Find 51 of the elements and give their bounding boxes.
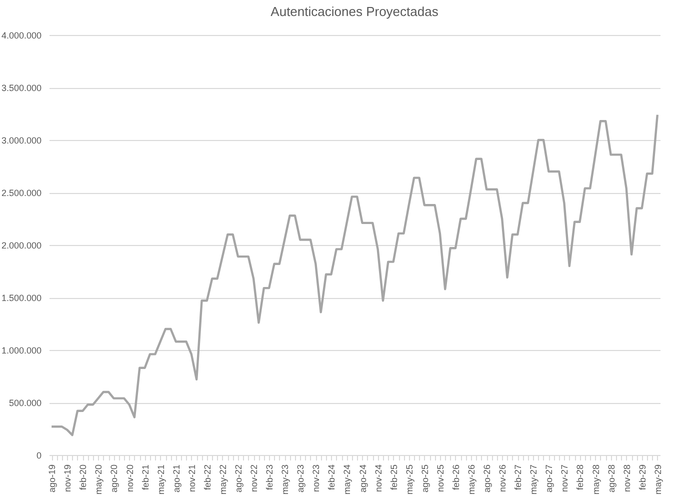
y-tick-label: 500.000	[8, 398, 42, 408]
chart-title: Autenticaciones Proyectadas	[270, 4, 439, 19]
x-tick-label: may-24	[342, 464, 352, 495]
x-tick-label: feb-24	[326, 464, 337, 490]
x-tick-label: ago-25	[420, 464, 430, 493]
x-tick-label: feb-25	[388, 464, 399, 490]
y-tick-label: 1.500.000	[1, 293, 42, 303]
x-tick-label: ago-19	[47, 464, 58, 493]
y-tick-label: 3.500.000	[1, 83, 42, 93]
x-tick-label: feb-27	[513, 464, 524, 490]
x-tick-label: feb-20	[78, 464, 88, 490]
x-tick-label: feb-29	[637, 464, 648, 490]
x-tick-label: may-21	[156, 464, 166, 495]
x-tick-label: nov-25	[435, 464, 446, 492]
x-tick-label: feb-22	[202, 464, 212, 490]
x-tick-label: nov-27	[560, 464, 570, 492]
x-tick-label: may-23	[280, 464, 290, 495]
x-tick-label: nov-19	[62, 464, 73, 492]
x-tick-label: nov-22	[249, 464, 260, 492]
x-tick-label: ago-28	[606, 464, 616, 493]
x-tick-label: ago-22	[233, 464, 244, 493]
x-tick-label: feb-23	[264, 464, 275, 490]
x-tick-label: ago-26	[482, 464, 492, 493]
x-tick-label: ago-27	[544, 464, 554, 493]
x-tick-label: may-29	[652, 464, 663, 495]
y-tick-label: 4.000.000	[1, 30, 42, 40]
x-tick-label: may-25	[404, 464, 414, 495]
x-tick-label: nov-20	[124, 464, 135, 492]
y-tick-label: 3.000.000	[1, 136, 42, 146]
x-tick-label: may-22	[218, 464, 228, 495]
x-tick-label: nov-21	[186, 464, 197, 492]
x-tick-label: nov-24	[373, 464, 384, 492]
x-tick-label: nov-23	[311, 464, 322, 492]
x-tick-label: nov-26	[498, 464, 508, 492]
y-tick-label: 1.000.000	[1, 346, 42, 356]
x-tick-label: may-27	[528, 464, 539, 495]
x-tick-label: nov-28	[622, 464, 632, 492]
y-tick-label: 2.000.000	[1, 240, 42, 250]
line-series	[50, 114, 659, 436]
x-tick-label: may-20	[94, 464, 104, 495]
y-tick-label: 2.500.000	[1, 188, 42, 198]
x-tick-label: may-28	[590, 464, 601, 495]
y-tick-label: 0	[36, 450, 42, 460]
x-tick-label: ago-20	[109, 464, 120, 493]
x-tick-label: ago-24	[358, 464, 368, 493]
x-tick-label: feb-26	[450, 464, 461, 490]
x-tick-label: may-26	[466, 464, 477, 495]
x-tick-label: feb-28	[575, 464, 586, 490]
x-tick-label: feb-21	[140, 464, 150, 490]
x-tick-label: ago-21	[171, 464, 182, 493]
x-tick-label: ago-23	[296, 464, 306, 493]
